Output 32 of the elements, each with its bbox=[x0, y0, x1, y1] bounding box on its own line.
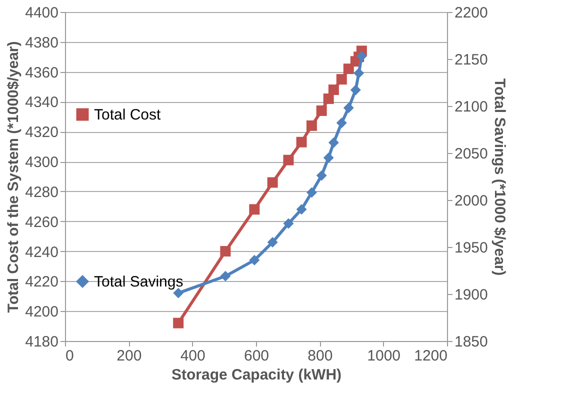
y-tick-label: 4400 bbox=[25, 4, 58, 22]
y2-tick-label: 2000 bbox=[454, 192, 488, 210]
x-tick-label: 1200 bbox=[414, 348, 448, 364]
x-tick-label: 800 bbox=[308, 348, 333, 364]
x-tick-label: 1000 bbox=[367, 348, 401, 364]
y-tick-label: 4280 bbox=[25, 184, 58, 201]
y2-tick-label: 1900 bbox=[454, 286, 488, 304]
y2-tick-label: 2150 bbox=[454, 52, 488, 68]
y2-tick-label: 2100 bbox=[454, 98, 488, 116]
x-tick-label: 600 bbox=[244, 348, 270, 364]
legend-label: Total Savings bbox=[94, 274, 184, 290]
y-tick-label: 4220 bbox=[25, 274, 58, 291]
y2-tick-label: 2050 bbox=[454, 146, 488, 162]
y2-tick-label: 1850 bbox=[454, 334, 488, 350]
y-tick-label: 4300 bbox=[25, 154, 58, 172]
legend-label: Total Cost bbox=[94, 106, 162, 124]
y2-axis-title: Total Savings (*1000 $/year) bbox=[490, 78, 508, 276]
y-tick-label: 4260 bbox=[25, 214, 58, 231]
x-axis-title: Storage Capacity (kWH) bbox=[171, 366, 342, 384]
y-tick-label: 4340 bbox=[25, 94, 58, 112]
y-tick-label: 4320 bbox=[25, 124, 58, 142]
y-tick-label: 4200 bbox=[25, 304, 58, 321]
x-tick-label: 400 bbox=[180, 348, 206, 364]
y2-tick-label: 1950 bbox=[454, 240, 488, 256]
y-tick-label: 4380 bbox=[25, 34, 58, 52]
y-tick-label: 4240 bbox=[25, 244, 58, 261]
x-tick-label: 0 bbox=[66, 348, 74, 364]
y-tick-label: 4180 bbox=[25, 334, 58, 350]
y-axis-title: Total Cost of the System (*1000$/year) bbox=[5, 41, 22, 313]
y-tick-label: 4360 bbox=[25, 64, 58, 82]
y2-tick-label: 2200 bbox=[454, 4, 488, 22]
x-tick-label: 200 bbox=[116, 348, 142, 364]
